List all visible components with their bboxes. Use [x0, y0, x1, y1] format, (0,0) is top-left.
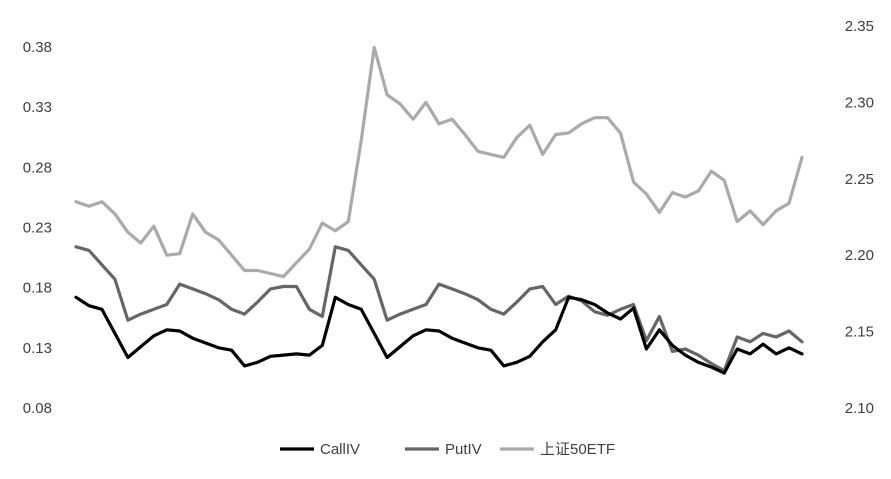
right-axis-tick-label: 2.35: [845, 18, 874, 35]
left-axis-ticks: 0.08 0.13 0.18 0.23 0.28 0.33 0.38: [23, 39, 52, 417]
series-line-1: [74, 245, 804, 373]
legend-label: CallIV: [320, 441, 360, 458]
left-axis-tick-label: 0.38: [23, 39, 52, 56]
right-axis-tick-label: 2.25: [845, 171, 874, 188]
series-lines: [74, 45, 804, 375]
right-axis-tick-label: 2.15: [845, 324, 874, 341]
left-axis-tick-label: 0.08: [23, 400, 52, 417]
legend-label: PutIV: [445, 441, 482, 458]
series-line-2: [74, 45, 804, 279]
legend-label: 上证50ETF: [540, 441, 615, 458]
right-axis-tick-label: 2.20: [845, 247, 874, 264]
left-axis-tick-label: 0.28: [23, 159, 52, 176]
left-axis-tick-label: 0.13: [23, 340, 52, 357]
right-axis-tick-label: 2.30: [845, 94, 874, 111]
left-axis-tick-label: 0.23: [23, 220, 52, 237]
series-line-0: [74, 295, 804, 375]
right-axis-ticks: 2.10 2.15 2.20 2.25 2.30 2.35: [845, 18, 874, 417]
legend: CallIV PutIV 上证50ETF: [280, 441, 615, 458]
left-axis-tick-label: 0.33: [23, 99, 52, 116]
left-axis-tick-label: 0.18: [23, 280, 52, 297]
right-axis-tick-label: 2.10: [845, 400, 874, 417]
